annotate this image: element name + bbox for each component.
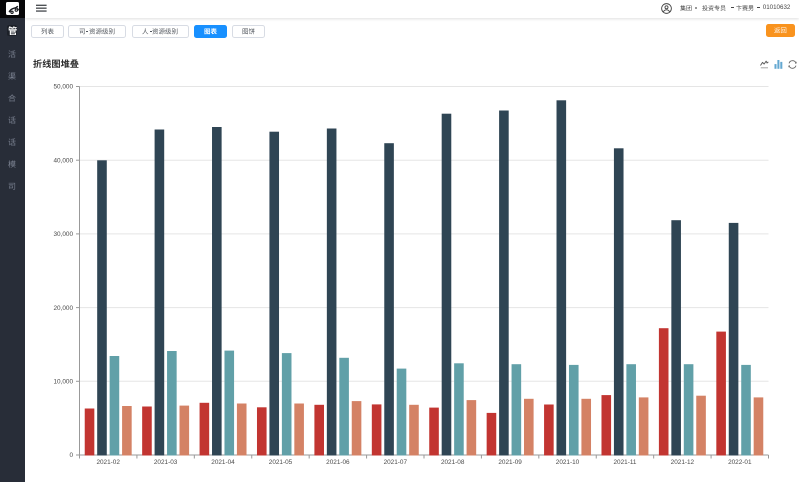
svg-text:2021-09: 2021-09: [498, 459, 522, 466]
svg-text:2021-07: 2021-07: [384, 459, 408, 466]
svg-text:2021-12: 2021-12: [671, 459, 695, 466]
svg-text:10,000: 10,000: [53, 379, 73, 386]
svg-text:2021-11: 2021-11: [614, 459, 637, 466]
svg-text:30,000: 30,000: [53, 231, 73, 238]
svg-text:40,000: 40,000: [53, 157, 73, 164]
svg-text:50,000: 50,000: [53, 84, 73, 91]
svg-text:2021-06: 2021-06: [326, 459, 350, 466]
svg-text:2021-10: 2021-10: [556, 459, 580, 466]
svg-text:2022-01: 2022-01: [728, 459, 752, 466]
svg-text:0: 0: [69, 452, 73, 459]
svg-text:2021-03: 2021-03: [154, 459, 178, 466]
svg-text:2021-02: 2021-02: [96, 459, 120, 466]
svg-text:2021-08: 2021-08: [441, 459, 465, 466]
svg-text:20,000: 20,000: [53, 305, 73, 312]
svg-text:2021-05: 2021-05: [269, 459, 293, 466]
svg-text:2021-04: 2021-04: [211, 459, 235, 466]
